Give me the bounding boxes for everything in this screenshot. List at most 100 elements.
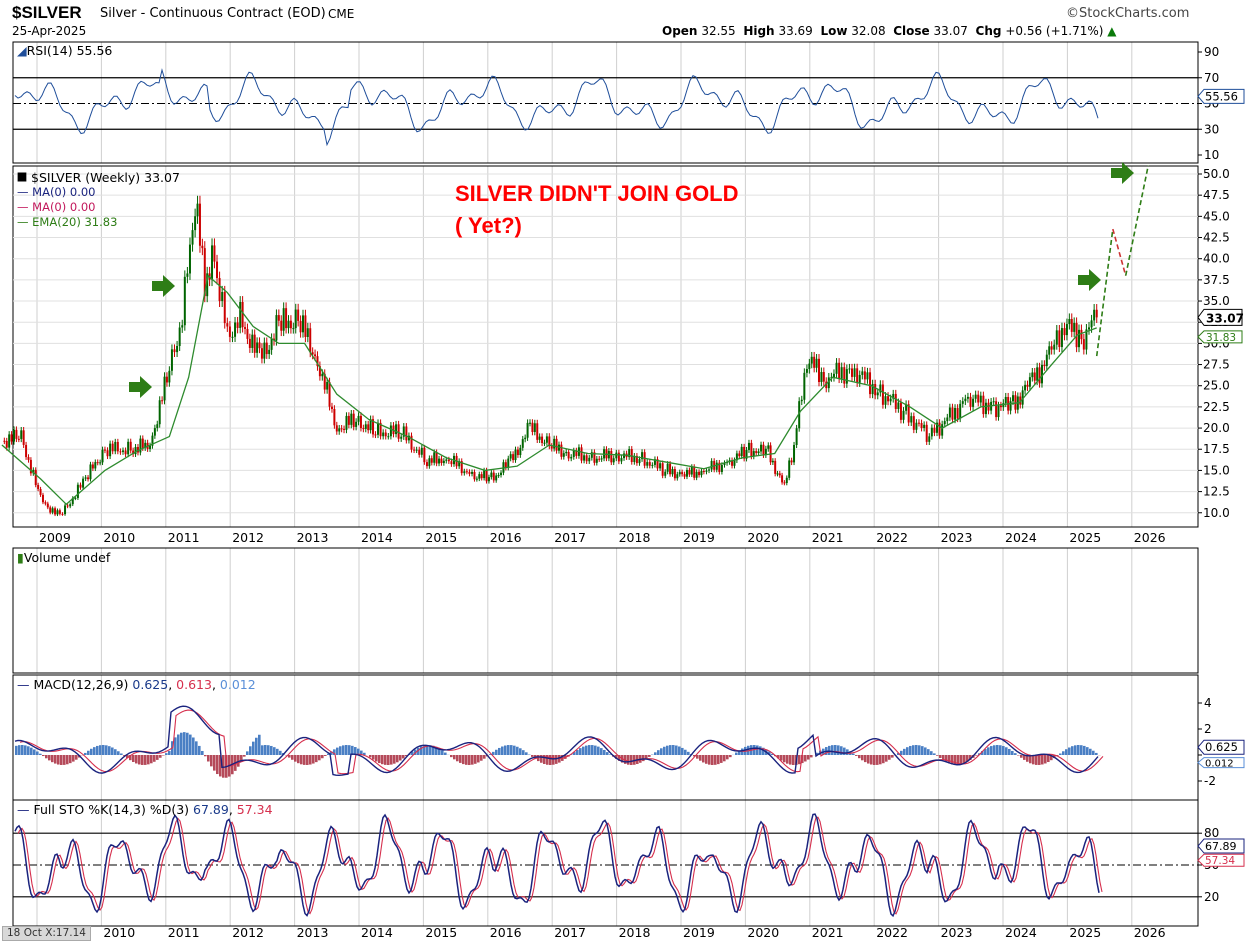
candle-body xyxy=(1068,319,1070,324)
candle-body xyxy=(1043,365,1045,366)
candle-body xyxy=(122,450,124,451)
x-axis-year-label-bottom: 2019 xyxy=(683,925,715,939)
candle-body xyxy=(716,463,718,470)
candle-body xyxy=(613,458,615,462)
candle-body xyxy=(598,459,600,460)
macd-hist-bar xyxy=(72,755,75,762)
sto-panel-frame xyxy=(13,800,1198,926)
candle-body xyxy=(1056,330,1058,344)
macd-hist-bar xyxy=(372,755,375,760)
macd-hist-bar xyxy=(180,733,183,755)
candle-body xyxy=(74,498,76,499)
macd-hist-bar xyxy=(858,755,861,758)
macd-hist-bar xyxy=(264,745,267,755)
candle-body xyxy=(1000,406,1002,408)
candle-body xyxy=(691,467,693,475)
candle-body xyxy=(681,472,683,474)
macd-hist-bar xyxy=(549,755,552,765)
macd-hist-bar xyxy=(75,755,78,760)
candle-body xyxy=(944,421,946,424)
candle-body xyxy=(159,400,161,424)
candle-body xyxy=(418,450,420,455)
x-axis-year-label-bottom: 2010 xyxy=(103,925,135,939)
macd-hist-bar xyxy=(243,755,246,757)
candle-body xyxy=(181,325,183,327)
candle-body xyxy=(1041,365,1043,383)
candle-body xyxy=(338,428,340,431)
price-tick-label: 37.5 xyxy=(1203,273,1230,287)
candle-body xyxy=(56,510,58,514)
legend-main: ⯀ $SILVER (Weekly) 33.07 xyxy=(17,170,180,185)
exchange-label: CME xyxy=(328,7,354,21)
candle-body xyxy=(156,424,158,428)
open-value: 32.55 xyxy=(701,24,735,38)
macd-hist-bar xyxy=(723,755,726,761)
low-label: Low xyxy=(820,24,847,38)
candle-body xyxy=(531,423,533,432)
candle-body xyxy=(524,438,526,439)
macd-hist-bar xyxy=(993,745,996,755)
candle-body xyxy=(1073,323,1075,332)
candle-body xyxy=(964,399,966,401)
candle-body xyxy=(224,292,226,323)
macd-hist-bar xyxy=(756,745,759,755)
open-label: Open xyxy=(662,24,697,38)
ohlc-readout: Open 32.55 High 33.69 Low 32.08 Close 33… xyxy=(662,24,1117,38)
candle-body xyxy=(1012,395,1014,401)
price-tick-label: 50.0 xyxy=(1203,167,1230,181)
candle-body xyxy=(975,395,977,399)
candle-body xyxy=(69,504,71,506)
macd-hist-bar xyxy=(522,750,525,755)
macd-hist-bar xyxy=(471,755,474,765)
candle-body xyxy=(15,430,17,439)
x-axis-year-label: 2023 xyxy=(941,530,973,545)
macd-hist-bar xyxy=(939,755,942,758)
candle-body xyxy=(142,439,144,448)
candle-body xyxy=(345,416,347,430)
candle-body xyxy=(473,472,475,479)
x-axis-year-label-bottom: 2014 xyxy=(361,925,393,939)
x-axis-year-label: 2024 xyxy=(1005,530,1037,545)
macd-hist-bar xyxy=(18,745,21,755)
rsi-label: RSI(14) 55.56 xyxy=(27,43,113,58)
candle-body xyxy=(1066,324,1068,335)
candle-body xyxy=(500,473,502,475)
candle-body xyxy=(1046,355,1048,366)
sto-label: Full STO %K(14,3) %D(3) xyxy=(33,802,189,817)
candle-body xyxy=(52,508,54,512)
macd-hist-bar xyxy=(393,755,396,764)
candle-body xyxy=(1093,310,1095,321)
macd-hist-bar xyxy=(924,747,927,755)
candle-body xyxy=(107,450,109,456)
macd-hist-bar xyxy=(717,755,720,764)
candle-body xyxy=(395,424,397,434)
macd-hist-bar xyxy=(852,754,855,755)
macd-hist-bar xyxy=(1086,747,1089,755)
candle-body xyxy=(921,423,923,428)
projection-2 xyxy=(1113,229,1126,276)
candle-body xyxy=(1080,330,1082,339)
candle-body xyxy=(534,423,536,432)
candle-body xyxy=(823,372,825,382)
candle-body xyxy=(664,472,666,476)
macd-hist-bar xyxy=(798,755,801,764)
candle-body xyxy=(44,502,46,503)
candle-body xyxy=(431,458,433,463)
macd-hist-bar xyxy=(657,750,660,755)
symbol-title: $SILVER xyxy=(12,3,82,23)
candle-body xyxy=(696,472,698,478)
candle-body xyxy=(413,450,415,451)
candle-body xyxy=(887,396,889,401)
candle-body xyxy=(705,471,707,472)
candle-body xyxy=(708,469,710,470)
candle-body xyxy=(951,408,953,420)
candle-body xyxy=(229,327,231,337)
price-tick-label: 17.5 xyxy=(1203,442,1230,456)
candle-body xyxy=(1029,377,1031,387)
candle-body xyxy=(423,448,425,462)
candle-body xyxy=(884,396,886,405)
macd-hist-bar xyxy=(1047,755,1050,762)
candle-body xyxy=(99,462,101,463)
candle-body xyxy=(1096,310,1098,318)
candle-body xyxy=(512,454,514,460)
